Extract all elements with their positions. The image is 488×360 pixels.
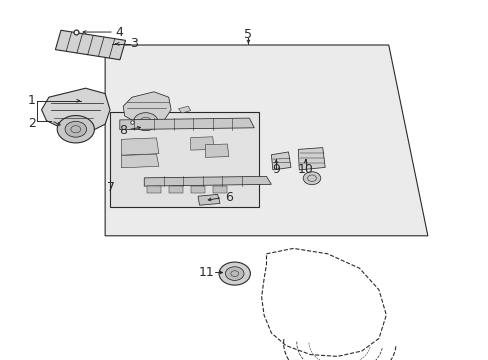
Circle shape xyxy=(133,113,158,131)
Polygon shape xyxy=(298,148,325,170)
Text: 1: 1 xyxy=(28,94,36,107)
Polygon shape xyxy=(190,137,214,150)
Polygon shape xyxy=(123,92,171,124)
Polygon shape xyxy=(146,186,161,193)
Polygon shape xyxy=(168,186,183,193)
Polygon shape xyxy=(120,118,254,130)
Text: 5: 5 xyxy=(244,28,252,41)
Circle shape xyxy=(225,267,244,280)
Polygon shape xyxy=(212,186,227,193)
Polygon shape xyxy=(105,45,427,236)
Circle shape xyxy=(57,116,94,143)
Polygon shape xyxy=(190,186,205,193)
Text: 2: 2 xyxy=(28,117,36,130)
Circle shape xyxy=(219,262,250,285)
Text: 6: 6 xyxy=(224,191,232,204)
Bar xyxy=(110,112,259,207)
Polygon shape xyxy=(205,144,228,157)
Text: 11: 11 xyxy=(199,266,214,279)
Polygon shape xyxy=(41,88,110,131)
Text: 3: 3 xyxy=(130,37,138,50)
Text: 7: 7 xyxy=(107,181,115,194)
Polygon shape xyxy=(144,176,271,186)
Polygon shape xyxy=(55,30,125,60)
Polygon shape xyxy=(178,106,190,113)
Polygon shape xyxy=(271,152,290,170)
Polygon shape xyxy=(121,138,159,155)
Polygon shape xyxy=(121,154,159,168)
Circle shape xyxy=(65,121,86,137)
Text: 8: 8 xyxy=(119,124,127,137)
Polygon shape xyxy=(198,194,220,205)
Text: 10: 10 xyxy=(297,163,313,176)
Text: 9: 9 xyxy=(272,163,280,176)
Text: 4: 4 xyxy=(115,26,123,39)
Circle shape xyxy=(303,172,320,185)
